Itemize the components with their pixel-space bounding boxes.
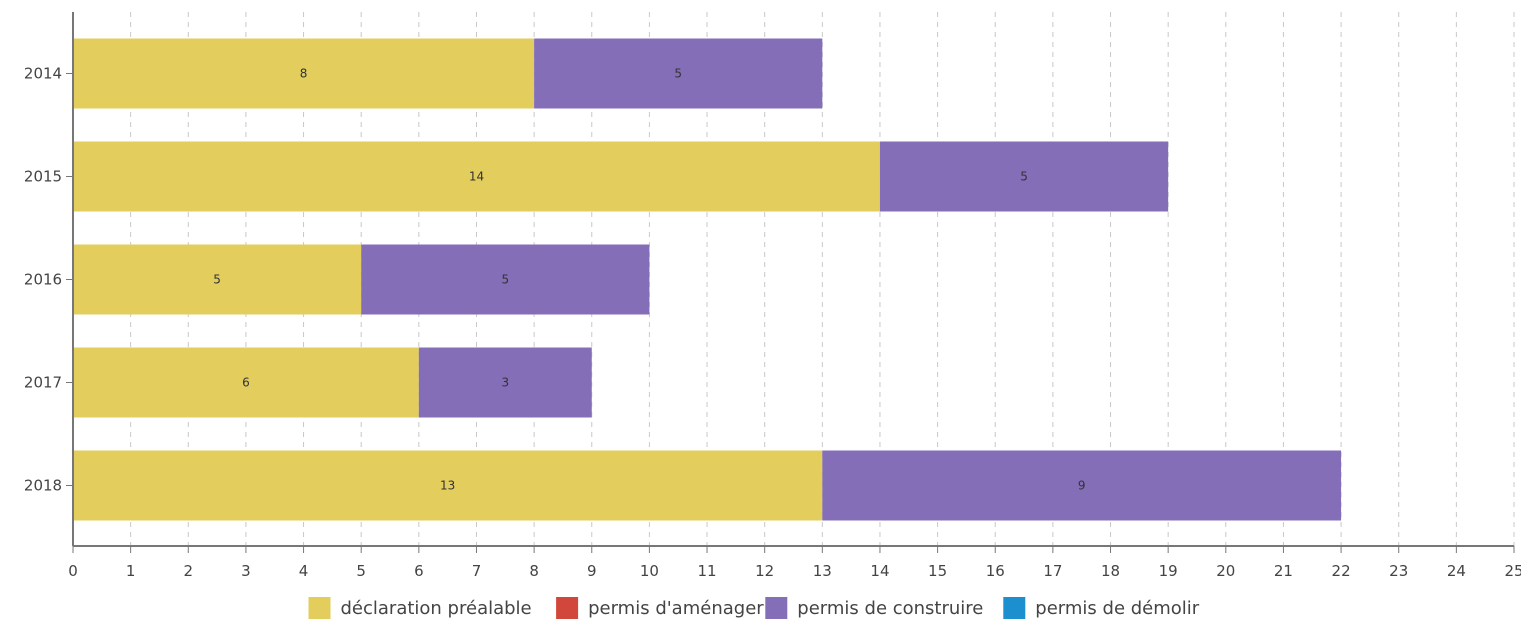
bar-value-label: 5: [1020, 170, 1028, 184]
bar-value-label: 5: [674, 67, 682, 81]
y-tick-label: 2018: [24, 477, 62, 495]
bar-segment: [73, 347, 419, 418]
x-tick-label: 2: [184, 562, 194, 580]
bar-value-label: 13: [440, 479, 455, 493]
bar-value-label: 5: [213, 273, 221, 287]
bar-segment: [418, 347, 592, 418]
x-tick-label: 18: [1101, 562, 1120, 580]
x-axis-ticks: 0 1 2 3 4 5 6 7 8 9 10 11 12 13 14 15 16 17 18 19 20 21 22 23 24…: [68, 546, 1521, 580]
x-tick-label: 14: [870, 562, 889, 580]
x-tick-label: 17: [1043, 562, 1062, 580]
legend-label: permis de construire: [797, 598, 983, 619]
x-tick-label: 6: [414, 562, 424, 580]
bar-value-label: 14: [469, 170, 484, 184]
y-tick-label: 2016: [24, 271, 62, 289]
legend-swatch: [308, 597, 331, 619]
x-tick-label: 11: [697, 562, 716, 580]
legend: déclaration préalable permis d'aménager pe…: [308, 597, 1200, 619]
x-tick-label: 23: [1389, 562, 1408, 580]
x-tick-label: 20: [1216, 562, 1235, 580]
bar-segment: [73, 450, 823, 521]
y-tick-label: 2017: [24, 374, 62, 392]
x-tick-label: 24: [1447, 562, 1466, 580]
x-tick-label: 10: [640, 562, 659, 580]
bar-segment: [534, 38, 823, 109]
y-tick-label: 2014: [24, 65, 62, 83]
bar-segment: [73, 141, 880, 212]
x-tick-label: 25: [1504, 562, 1521, 580]
x-tick-label: 7: [472, 562, 482, 580]
x-tick-label: 4: [299, 562, 309, 580]
bar-segment: [73, 38, 535, 109]
legend-swatch: [1003, 597, 1026, 619]
bar-segment: [361, 244, 650, 315]
bar-value-label: 3: [501, 376, 509, 390]
legend-swatch: [765, 597, 788, 619]
legend-label: permis d'aménager: [588, 598, 764, 619]
x-tick-label: 12: [755, 562, 774, 580]
bars: 8 5 14 5 5 5 6 3 13 9: [73, 38, 1342, 521]
bar-segment: [73, 244, 362, 315]
x-tick-label: 5: [356, 562, 366, 580]
x-tick-label: 21: [1274, 562, 1293, 580]
bar-value-label: 9: [1078, 479, 1086, 493]
x-tick-label: 15: [928, 562, 947, 580]
x-tick-label: 22: [1332, 562, 1351, 580]
x-tick-label: 1: [126, 562, 136, 580]
y-tick-label: 2015: [24, 168, 62, 186]
x-tick-label: 13: [813, 562, 832, 580]
x-tick-label: 0: [68, 562, 78, 580]
legend-label: déclaration préalable: [341, 598, 532, 619]
legend-swatch: [556, 597, 579, 619]
x-tick-label: 19: [1159, 562, 1178, 580]
bar-value-label: 8: [300, 67, 308, 81]
x-tick-label: 9: [587, 562, 597, 580]
y-axis-ticks: 2014 2015 2016 2017 2018: [24, 65, 73, 495]
x-tick-label: 16: [986, 562, 1005, 580]
bar-value-label: 6: [242, 376, 250, 390]
legend-label: permis de démolir: [1035, 598, 1199, 619]
x-tick-label: 3: [241, 562, 251, 580]
bar-value-label: 5: [501, 273, 509, 287]
bar-segment: [822, 450, 1342, 521]
bar-segment: [879, 141, 1169, 212]
x-tick-label: 8: [529, 562, 539, 580]
